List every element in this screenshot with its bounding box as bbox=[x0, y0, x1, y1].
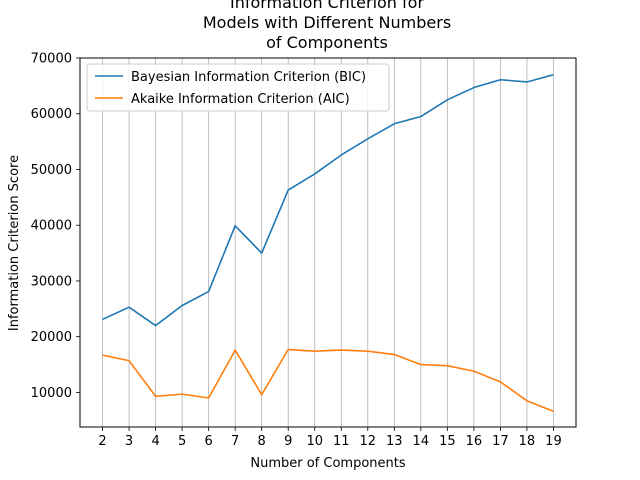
legend-box bbox=[86, 63, 390, 112]
y-tick-label: 40000 bbox=[31, 219, 72, 234]
legend: Bayesian Information Criterion (BIC) Aka… bbox=[86, 63, 390, 112]
chart-title-line-2: Models with Different Numbers bbox=[203, 13, 451, 32]
chart-title-line-1: Information Criterion for bbox=[230, 0, 424, 12]
y-tick-label: 10000 bbox=[31, 386, 72, 401]
legend-label-aic: Akaike Information Criterion (AIC) bbox=[131, 92, 350, 107]
y-tick-label: 20000 bbox=[31, 330, 72, 345]
x-axis-label: Number of Components bbox=[250, 456, 405, 471]
x-tick-label: 12 bbox=[360, 434, 377, 449]
series-line-aic bbox=[102, 348, 554, 413]
y-axis-label: Information Criterion Score bbox=[7, 155, 22, 331]
x-tick-label: 5 bbox=[178, 434, 186, 449]
y-tick-label: 50000 bbox=[31, 163, 72, 178]
y-tick-label: 60000 bbox=[31, 107, 72, 122]
x-tick-label: 19 bbox=[545, 434, 562, 449]
y-tick-label: 70000 bbox=[31, 52, 72, 67]
x-tick-label: 18 bbox=[519, 434, 536, 449]
plot-area-frame bbox=[79, 57, 577, 428]
grid-lines bbox=[102, 58, 554, 427]
x-tick-label: 4 bbox=[151, 434, 159, 449]
series-line-bic bbox=[102, 73, 554, 327]
x-tick-label: 7 bbox=[231, 434, 239, 449]
x-tick-label: 6 bbox=[205, 434, 213, 449]
y-axis: 10000 20000 30000 40000 50000 60000 70000 bbox=[31, 52, 80, 401]
x-tick-label: 10 bbox=[306, 434, 323, 449]
chart-title-line-3: of Components bbox=[266, 33, 388, 52]
x-tick-label: 14 bbox=[413, 434, 430, 449]
x-tick-label: 9 bbox=[284, 434, 292, 449]
x-axis: 2 3 4 5 6 7 8 9 10 11 12 13 14 15 16 17 18 19 bbox=[98, 427, 562, 449]
x-tick-label: 17 bbox=[492, 434, 509, 449]
x-tick-label: 11 bbox=[333, 434, 350, 449]
x-tick-label: 8 bbox=[258, 434, 266, 449]
x-tick-label: 13 bbox=[386, 434, 403, 449]
x-tick-label: 16 bbox=[466, 434, 483, 449]
legend-label-bic: Bayesian Information Criterion (BIC) bbox=[131, 70, 366, 85]
x-tick-label: 15 bbox=[439, 434, 456, 449]
series-lines bbox=[102, 73, 554, 413]
chart-title: Information Criterion for Models with Di… bbox=[203, 0, 451, 52]
x-tick-label: 3 bbox=[125, 434, 133, 449]
x-tick-label: 2 bbox=[98, 434, 106, 449]
y-tick-label: 30000 bbox=[31, 274, 72, 289]
